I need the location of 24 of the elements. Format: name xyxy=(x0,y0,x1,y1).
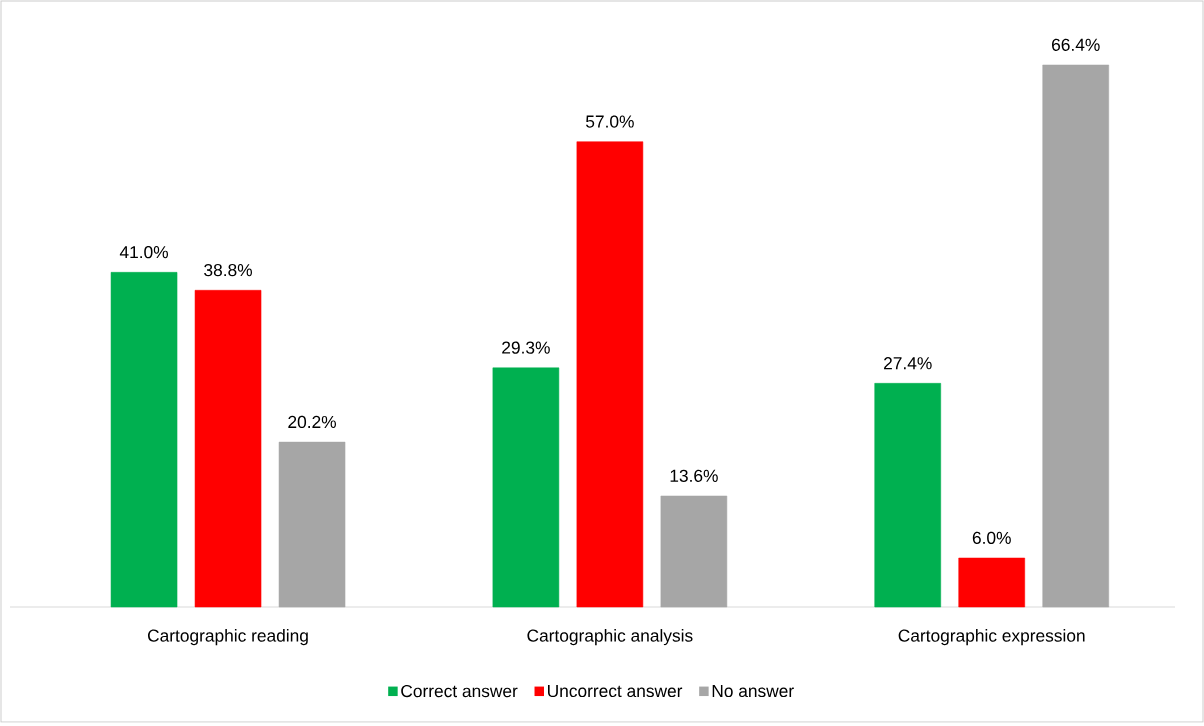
bar xyxy=(958,557,1025,608)
data-label: 29.3% xyxy=(502,341,550,354)
data-label: 6.0% xyxy=(972,531,1011,544)
legend-label: No answer xyxy=(712,685,794,698)
bar xyxy=(1042,64,1109,608)
data-label: 38.8% xyxy=(204,263,252,277)
x-tick-label: Cartographic analysis xyxy=(527,629,693,646)
bar xyxy=(278,441,346,608)
legend-label: Correct answer xyxy=(401,684,518,698)
bar xyxy=(660,495,728,608)
data-label: 66.4% xyxy=(1052,38,1100,51)
bar xyxy=(492,367,560,608)
bar xyxy=(874,383,941,608)
data-label: 27.4% xyxy=(884,357,932,370)
data-label: 20.2% xyxy=(288,415,336,429)
x-tick-label: Cartographic reading xyxy=(147,629,308,646)
bar xyxy=(110,272,178,608)
bar xyxy=(194,290,262,608)
x-tick-label: Cartographic expression xyxy=(898,629,1085,646)
legend-label: Uncorrect answer xyxy=(548,685,683,698)
bar xyxy=(576,141,644,608)
data-label: 41.0% xyxy=(119,246,168,259)
data-label: 57.0% xyxy=(586,115,634,128)
data-label: 13.6% xyxy=(670,469,718,482)
